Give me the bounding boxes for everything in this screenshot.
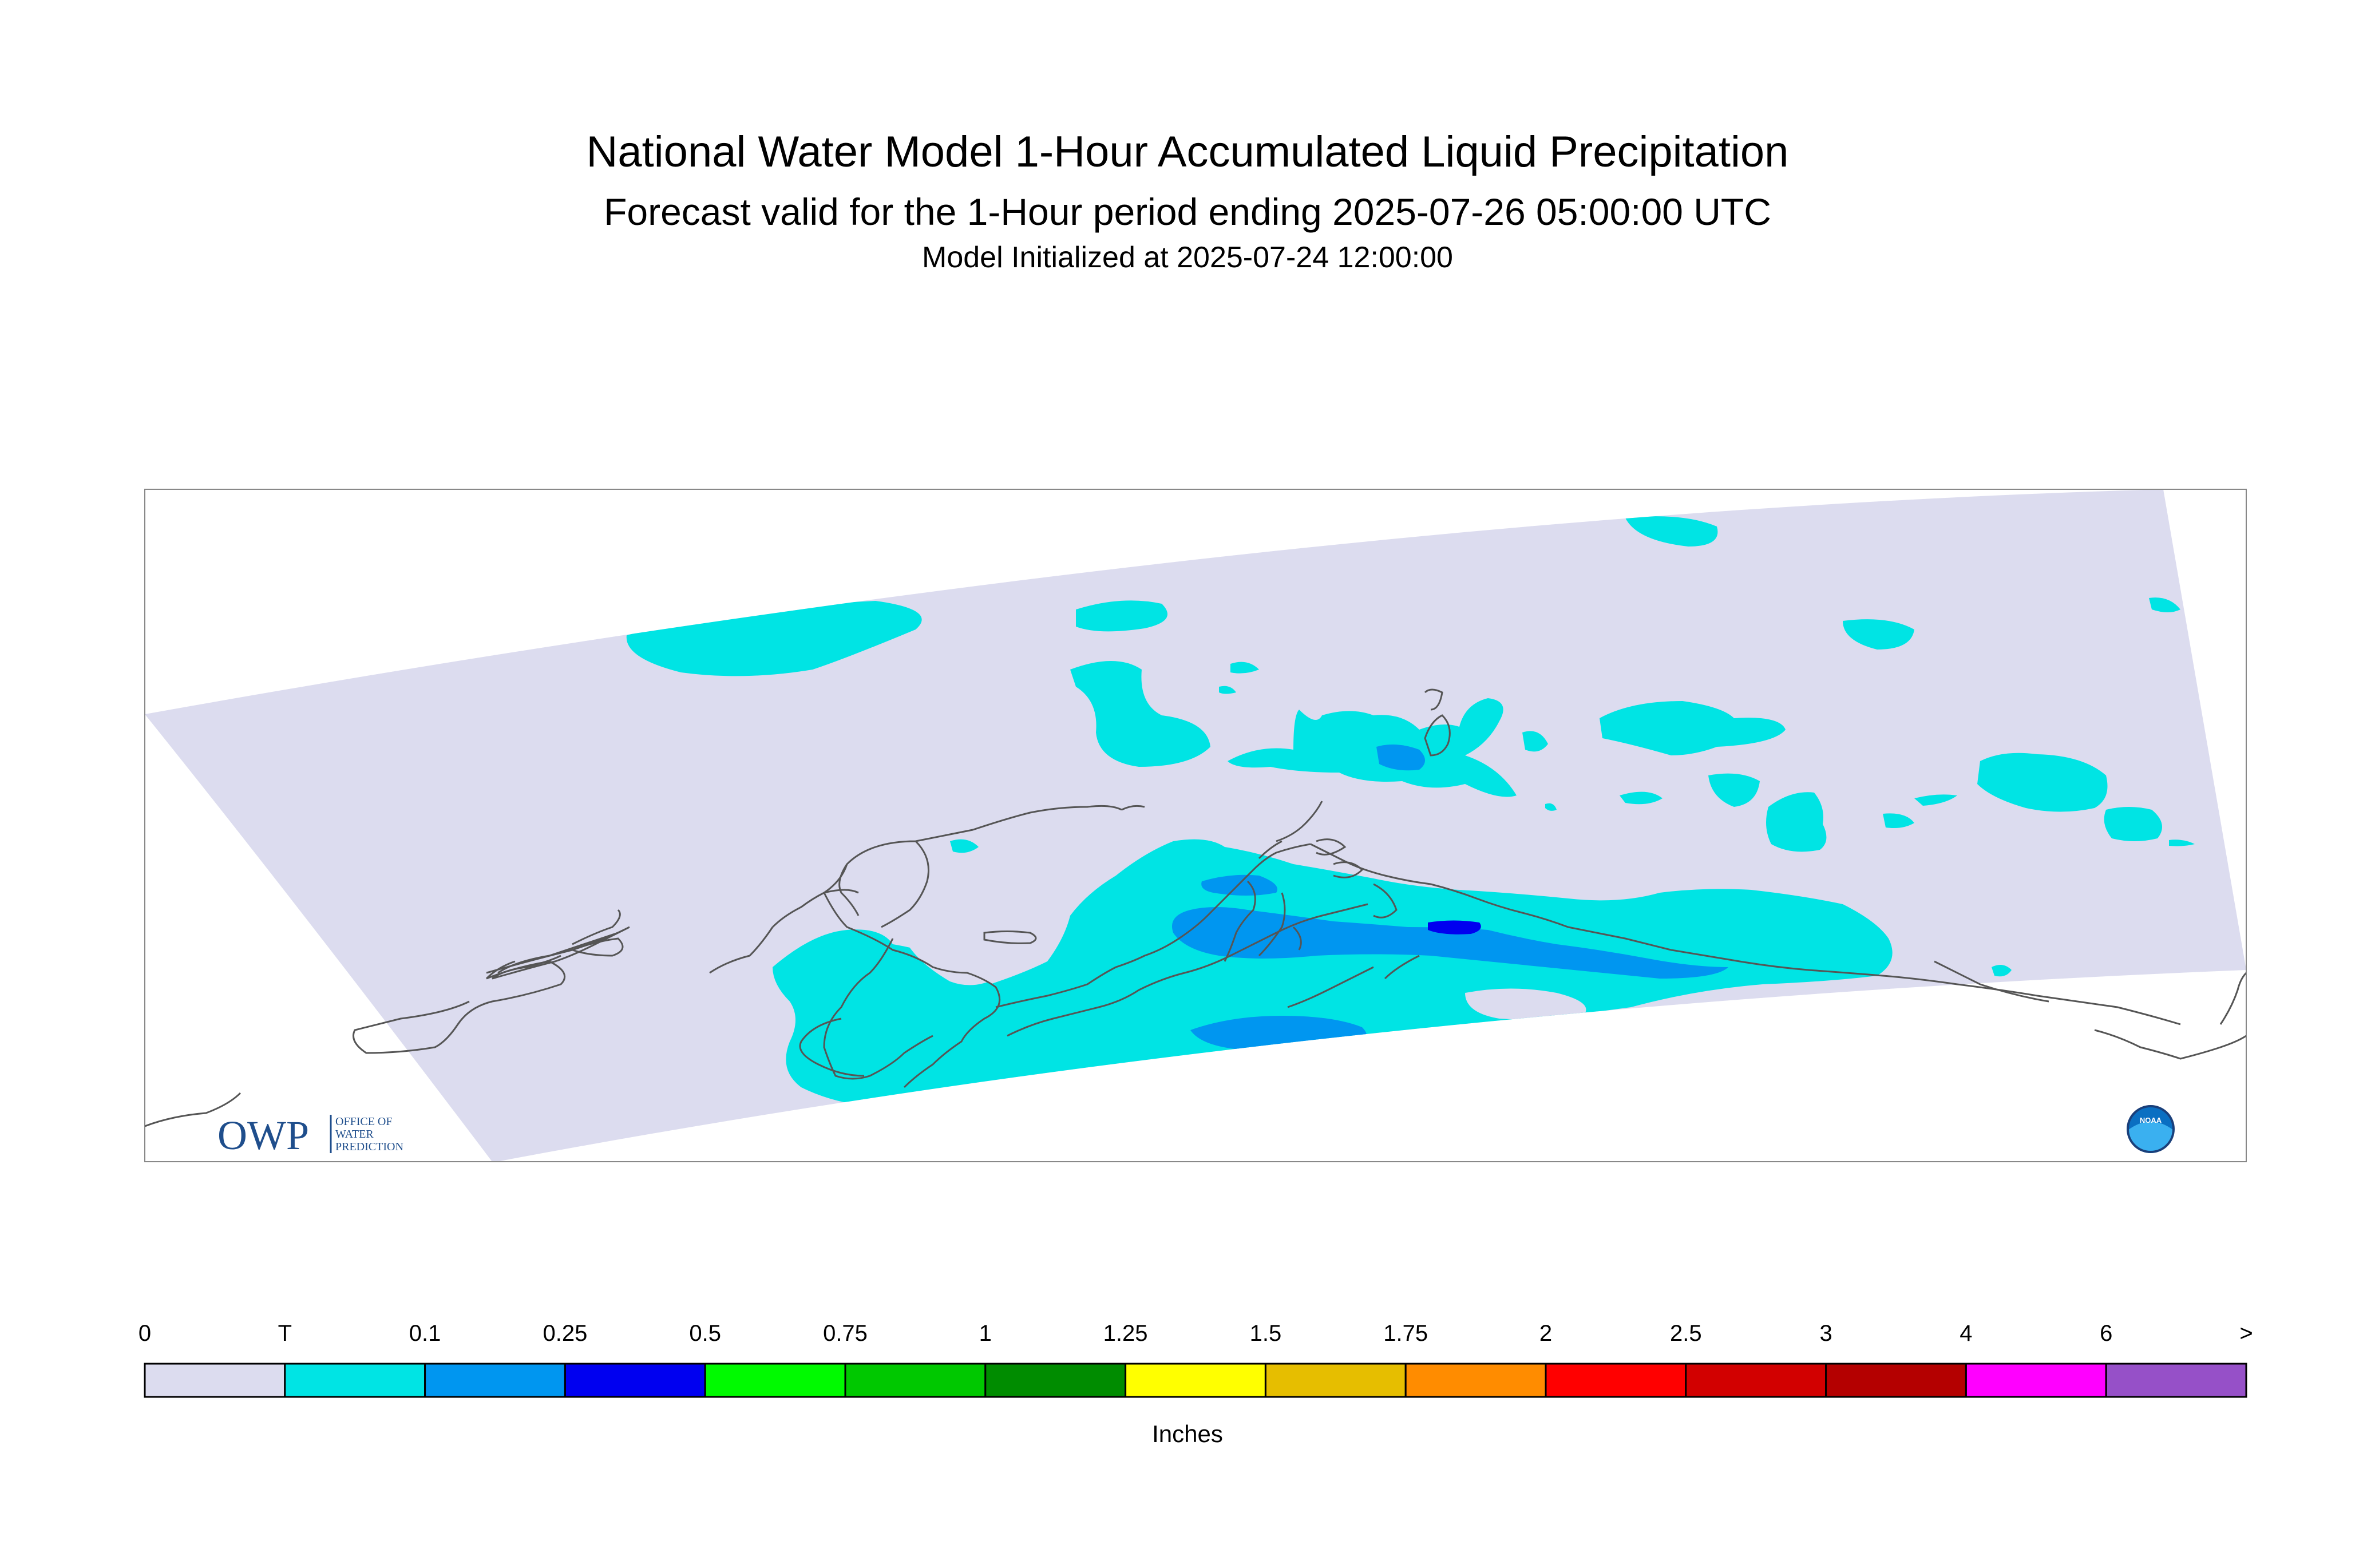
legend-swatch: [1685, 1363, 1827, 1398]
model-domain: [145, 489, 2246, 1162]
legend-swatch: [284, 1363, 426, 1398]
legend-tick-label: 6: [2100, 1321, 2113, 1346]
owp-logo-line-2: WATER: [335, 1128, 374, 1141]
legend-swatch: [424, 1363, 566, 1398]
owp-logo-line-3: PREDICTION: [335, 1141, 403, 1153]
moderate-precip-area: [1428, 920, 1481, 935]
legend-tick-label: 2: [1539, 1321, 1553, 1346]
legend-swatch: [1825, 1363, 1967, 1398]
legend-tick-label: T: [278, 1321, 292, 1346]
legend-swatch: [1545, 1363, 1687, 1398]
legend-swatch: [984, 1363, 1127, 1398]
legend-swatch: [1965, 1363, 2107, 1398]
legend-swatch: [2105, 1363, 2247, 1398]
legend-swatch: [1404, 1363, 1547, 1398]
legend-swatch: [1125, 1363, 1266, 1398]
no-precip-gaps: [890, 886, 1586, 1020]
legend-tick-label: 2.5: [1669, 1321, 1702, 1346]
owp-logo-letters: OWP: [217, 1112, 309, 1158]
legend-tick-label: 3: [1819, 1321, 1832, 1346]
legend-swatch: [704, 1363, 846, 1398]
legend-colorbar: [144, 1363, 2247, 1398]
forecast-period: Forecast valid for the 1-Hour period end…: [604, 191, 1771, 233]
legend-tick-label: 1.75: [1383, 1321, 1428, 1346]
coastlines: [145, 688, 2246, 1127]
legend-tick-label: 0.75: [823, 1321, 868, 1346]
noaa-logo-text: NOAA: [2140, 1116, 2162, 1124]
legend-tick-label: >: [2239, 1321, 2253, 1346]
map-title: National Water Model 1-Hour Accumulated …: [586, 128, 1789, 176]
legend-tick-label: 1: [979, 1321, 992, 1346]
legend-tick-label: 4: [1960, 1321, 1973, 1346]
legend-tick-label: 0.5: [689, 1321, 721, 1346]
legend-tick-label: 0.1: [409, 1321, 441, 1346]
owp-logo-line-1: OFFICE OF: [335, 1115, 392, 1128]
trace-precip-areas: [626, 516, 2195, 1108]
legend-swatch: [1264, 1363, 1407, 1398]
model-initialized: Model Initialized at 2025-07-24 12:00:00: [922, 241, 1453, 274]
legend-swatch: [144, 1363, 286, 1398]
legend-tick-label: 1.5: [1249, 1321, 1282, 1346]
legend-tick-label: 0.25: [543, 1321, 588, 1346]
owp-logo: OWP OFFICE OF WATER PREDICTION: [217, 1112, 403, 1158]
legend-swatch: [564, 1363, 706, 1398]
legend-swatch: [844, 1363, 987, 1398]
legend-unit-label: Inches: [1152, 1420, 1223, 1447]
legend-tick-label: 0: [138, 1321, 152, 1346]
legend-tick-label: 1.25: [1103, 1321, 1148, 1346]
noaa-logo: NOAA: [2127, 1105, 2175, 1153]
map-frame: [144, 489, 2247, 1162]
